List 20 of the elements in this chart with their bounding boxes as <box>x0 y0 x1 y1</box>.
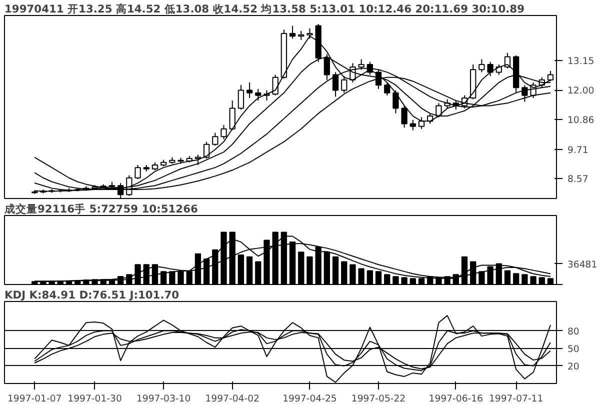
chart-title: 19970411 开13.25 高14.52 低13.08 收14.52 均13.58 5:13.01 10:12.46 20:11.69 30:10.89 <box>4 2 525 16</box>
y-tick-label: 8.57 <box>568 174 588 186</box>
x-tick-label: 1997-06-16 <box>428 394 484 404</box>
x-tick-label: 1997-01-30 <box>68 394 122 404</box>
y-tick-label: 13.15 <box>568 56 594 68</box>
y-tick-label: 50 <box>568 344 580 355</box>
y-tick-label: 36481 <box>568 259 598 270</box>
y-tick-label: 20 <box>568 361 580 372</box>
x-tick-label: 1997-07-11 <box>488 394 544 404</box>
chart-title: 成交量92116手 5:72759 10:51266 <box>4 202 198 216</box>
x-tick-label: 1997-05-22 <box>351 394 406 404</box>
x-tick-label: 1997-01-07 <box>7 394 62 404</box>
y-tick-label: 9.71 <box>568 144 588 156</box>
x-tick-label: 1997-03-10 <box>136 394 191 404</box>
y-tick-label: 10.86 <box>568 115 594 126</box>
chart-title: KDJ K:84.91 D:76.51 J:101.70 <box>4 288 180 302</box>
y-tick-label: 80 <box>568 326 580 338</box>
x-tick-label: 1997-04-02 <box>205 394 260 404</box>
y-tick-label: 12.00 <box>568 86 594 97</box>
x-tick-label: 1997-04-25 <box>282 394 337 404</box>
